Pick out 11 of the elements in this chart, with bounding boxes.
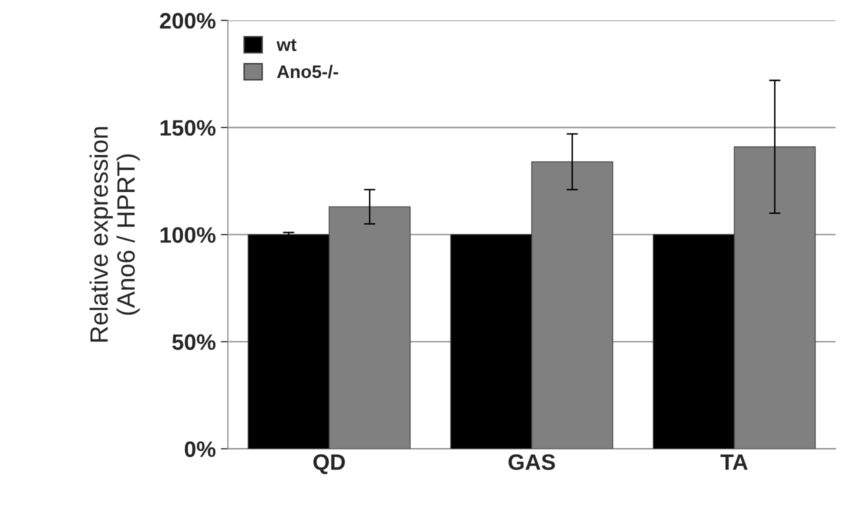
y-tick-label: 100% [160, 227, 216, 243]
y-tick-label: 200% [160, 12, 216, 29]
x-tick-label: QD [313, 454, 345, 474]
y-tick-label: 150% [160, 120, 216, 136]
x-tick-label: TA [720, 454, 748, 470]
y-tick-label: 0% [184, 441, 216, 458]
y-tick-label: 50% [172, 334, 216, 350]
y-axis-title: Relative expression (Ano6 / HPRT) [90, 127, 140, 342]
legend-label: wt [276, 39, 296, 52]
x-tick-label: GAS [508, 454, 555, 470]
legend-label: Ano5-/- [277, 64, 338, 78]
